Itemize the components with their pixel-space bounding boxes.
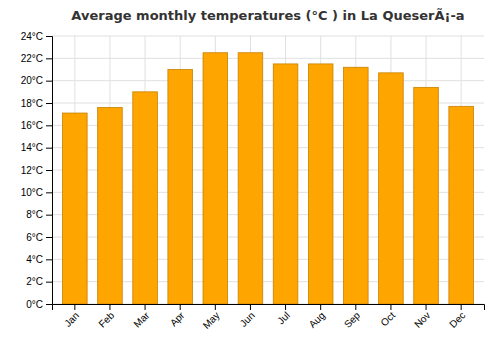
y-tick-label: 4°C	[26, 254, 43, 265]
x-tick-mark	[145, 304, 146, 310]
x-tick-label: Jul	[275, 310, 292, 327]
bar	[238, 53, 263, 304]
y-tick-mark	[46, 170, 52, 171]
x-tick: Jun	[238, 304, 257, 329]
bar	[414, 87, 439, 304]
x-tick: Aug	[307, 304, 327, 330]
y-tick-mark	[46, 103, 52, 104]
y-tick-label: 16°C	[21, 120, 43, 131]
y-tick-label: 0°C	[26, 299, 43, 310]
y-tick-label: 14°C	[21, 142, 43, 153]
y-tick-mark	[46, 259, 52, 260]
y-tick-label: 18°C	[21, 98, 43, 109]
y-tick: 20°C	[21, 75, 52, 86]
axis-line	[53, 305, 485, 311]
grid-line-y	[52, 36, 484, 37]
y-tick-mark	[46, 282, 52, 283]
bar	[449, 106, 474, 304]
x-tick-label: May	[201, 310, 222, 331]
grid	[52, 36, 484, 304]
y-tick: 6°C	[26, 232, 52, 243]
x-tick: Nov	[412, 304, 432, 330]
x-tick-mark	[285, 304, 286, 310]
y-tick-mark	[46, 58, 52, 59]
y-tick-mark	[46, 192, 52, 193]
bar	[63, 113, 88, 304]
x-tick-mark	[215, 304, 216, 310]
x-tick: Mar	[131, 304, 151, 330]
x-tick-mark	[250, 304, 251, 310]
x-tick-label: Dec	[447, 310, 467, 330]
y-tick: 4°C	[26, 254, 52, 265]
y-tick-label: 20°C	[21, 75, 43, 86]
bar	[344, 67, 369, 304]
bar	[203, 53, 228, 304]
grid-line-y	[52, 58, 484, 59]
x-tick-mark	[320, 304, 321, 310]
y-tick: 10°C	[21, 187, 52, 198]
y-tick-mark	[46, 81, 52, 82]
x-tick-mark	[390, 304, 391, 310]
y-tick-label: 10°C	[21, 187, 43, 198]
chart: Jan Feb Mar Apr May Jun Jul Aug Sep Oct Nov Dec 0°C 2…	[0, 0, 500, 350]
x-tick-label: Nov	[412, 310, 432, 330]
y-tick-mark	[46, 215, 52, 216]
x-tick-mark	[426, 304, 427, 310]
axis-line	[46, 37, 53, 305]
y-tick-label: 12°C	[21, 165, 43, 176]
x-tick: Apr	[168, 304, 187, 328]
y-tick-mark	[46, 304, 52, 305]
y-tick: 16°C	[21, 120, 52, 131]
bar	[308, 64, 333, 304]
x-axis: Jan Feb Mar Apr May Jun Jul Aug Sep Oct Nov Dec	[53, 304, 485, 331]
y-tick: 18°C	[21, 98, 52, 109]
grid-line-y	[52, 80, 484, 81]
y-tick: 22°C	[21, 53, 52, 64]
y-tick-label: 6°C	[26, 232, 43, 243]
x-tick-label: Jun	[238, 310, 257, 329]
y-tick: 12°C	[21, 165, 52, 176]
x-tick-label: Mar	[131, 309, 151, 329]
x-tick: Feb	[96, 304, 116, 330]
x-tick-label: Sep	[342, 309, 363, 330]
x-tick-label: Apr	[168, 309, 187, 328]
x-tick-label: Oct	[379, 310, 398, 329]
x-tick-mark	[355, 304, 356, 310]
x-tick: May	[201, 304, 222, 331]
x-tick-mark	[74, 304, 75, 310]
bar	[133, 92, 158, 304]
bar	[379, 73, 404, 304]
x-tick-mark	[461, 304, 462, 310]
y-tick: 14°C	[21, 142, 52, 153]
chart-container: Jan Feb Mar Apr May Jun Jul Aug Sep Oct Nov Dec 0°C 2…	[0, 0, 500, 350]
x-tick: Dec	[447, 304, 467, 330]
x-tick: Jan	[62, 304, 81, 329]
y-tick-label: 24°C	[21, 31, 43, 42]
y-tick-mark	[46, 237, 52, 238]
x-tick-mark	[109, 304, 110, 310]
y-tick-label: 8°C	[26, 209, 43, 220]
y-tick: 24°C	[21, 31, 52, 42]
y-tick-mark	[46, 148, 52, 149]
x-tick: Oct	[379, 304, 398, 328]
bars	[63, 53, 474, 304]
x-tick: Sep	[342, 304, 363, 330]
y-tick: 0°C	[26, 299, 52, 310]
y-tick-mark	[46, 36, 52, 37]
x-tick-label: Feb	[96, 309, 116, 329]
y-tick: 8°C	[26, 209, 52, 220]
y-tick-label: 22°C	[21, 53, 43, 64]
title: Average monthly temperatures (°C ) in La…	[71, 8, 464, 23]
bar	[168, 70, 193, 305]
x-tick: Jul	[275, 304, 292, 326]
y-axis: 0°C 2°C 4°C 6°C 8°C 10°C 12°C 14°C 16°C 18°C 20°C 2…	[21, 31, 53, 310]
y-tick-label: 2°C	[26, 276, 43, 287]
x-tick-label: Jan	[62, 310, 81, 329]
y-tick: 2°C	[26, 276, 52, 287]
x-tick-label: Aug	[307, 310, 327, 330]
x-tick-mark	[180, 304, 181, 310]
bar	[273, 64, 298, 304]
bar	[98, 107, 123, 304]
y-tick-mark	[46, 125, 52, 126]
